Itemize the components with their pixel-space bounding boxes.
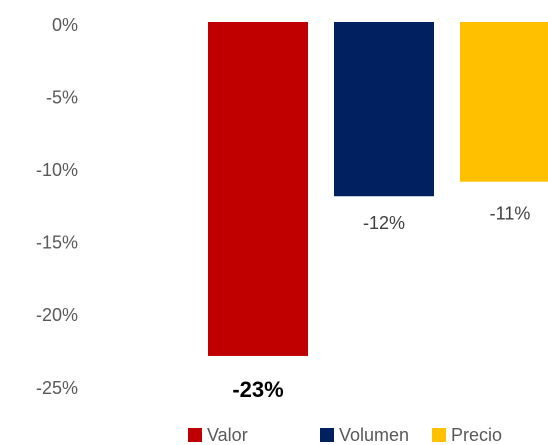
legend-swatch [432,428,446,442]
y-tick-label: -25% [36,378,78,398]
data-label: -12% [363,213,405,233]
y-tick-label: -15% [36,233,78,253]
legend-label: Valor [207,425,248,445]
data-label: -23% [232,377,283,402]
y-tick-label: -20% [36,305,78,325]
data-label: -11% [490,203,531,223]
legend-label: Precio [451,425,502,445]
bar [334,22,434,197]
y-tick-label: 0% [52,15,78,35]
bar [460,22,548,182]
y-tick-label: -5% [46,87,78,107]
bar [208,22,308,356]
y-tick-label: -10% [36,160,78,180]
legend-swatch [188,428,202,442]
legend-label: Volumen [339,425,409,445]
legend-swatch [320,428,334,442]
